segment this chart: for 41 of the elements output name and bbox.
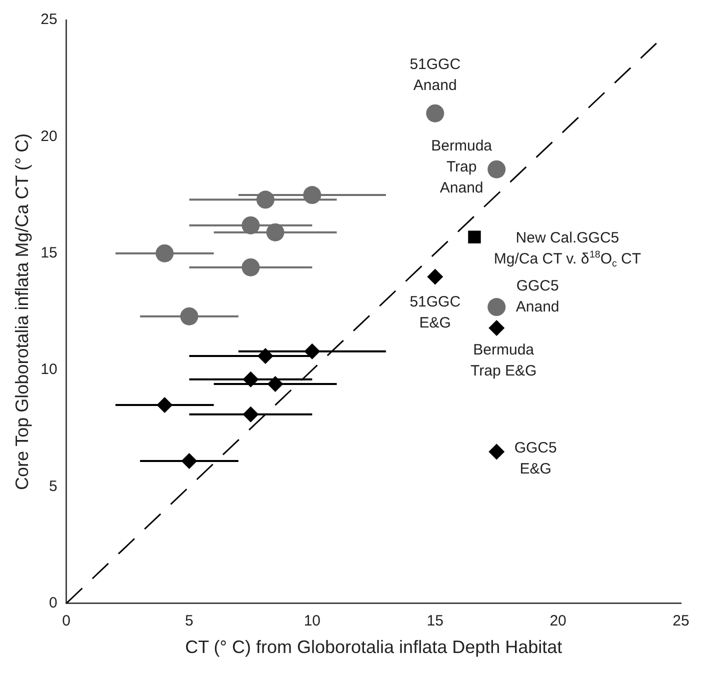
point [257, 348, 274, 364]
annotation: 51GGC E&G [410, 293, 461, 332]
point [156, 244, 174, 262]
x-tick-label: 0 [62, 612, 70, 630]
point [488, 320, 505, 336]
point [180, 307, 198, 326]
y-tick-label: 20 [40, 128, 58, 145]
y-tick-label: 25 [40, 11, 58, 28]
point [156, 397, 173, 414]
y-tick-label: 15 [40, 244, 58, 262]
x-axis-title: CT (° C) from Globorotalia inflata Depth Habitat [185, 637, 562, 658]
annotation: Bermuda Trap Anand [431, 137, 493, 196]
x-tick-label: 10 [304, 612, 321, 630]
point [488, 298, 506, 316]
x-tick-label: 20 [550, 612, 566, 630]
annotation: 51GGC Anand [410, 56, 461, 94]
point [181, 453, 198, 470]
point [266, 223, 284, 242]
annotation: GGC5 Anand [516, 278, 560, 316]
y-tick-label: 0 [48, 594, 58, 612]
point [242, 258, 260, 276]
point [242, 371, 259, 388]
point [488, 160, 506, 178]
point [426, 104, 444, 122]
point [304, 343, 320, 360]
point [242, 216, 260, 234]
annotation: GGC5 E&G [514, 439, 557, 478]
annotation: Bermuda Trap E&G [470, 342, 537, 380]
point [427, 268, 444, 285]
y-tick-label: 5 [48, 478, 58, 495]
point [267, 376, 284, 392]
point [242, 406, 259, 422]
x-tick-label: 5 [185, 612, 194, 630]
point [256, 190, 274, 209]
x-tick-label: 15 [426, 612, 444, 630]
point [468, 230, 481, 244]
y-tick-label: 10 [40, 361, 58, 378]
point [488, 444, 505, 460]
point [303, 186, 322, 204]
y-axis-title: Core Top Globorotalia inflata Mg/Ca CT (° C) [12, 133, 32, 490]
x-tick-label: 25 [672, 612, 690, 630]
